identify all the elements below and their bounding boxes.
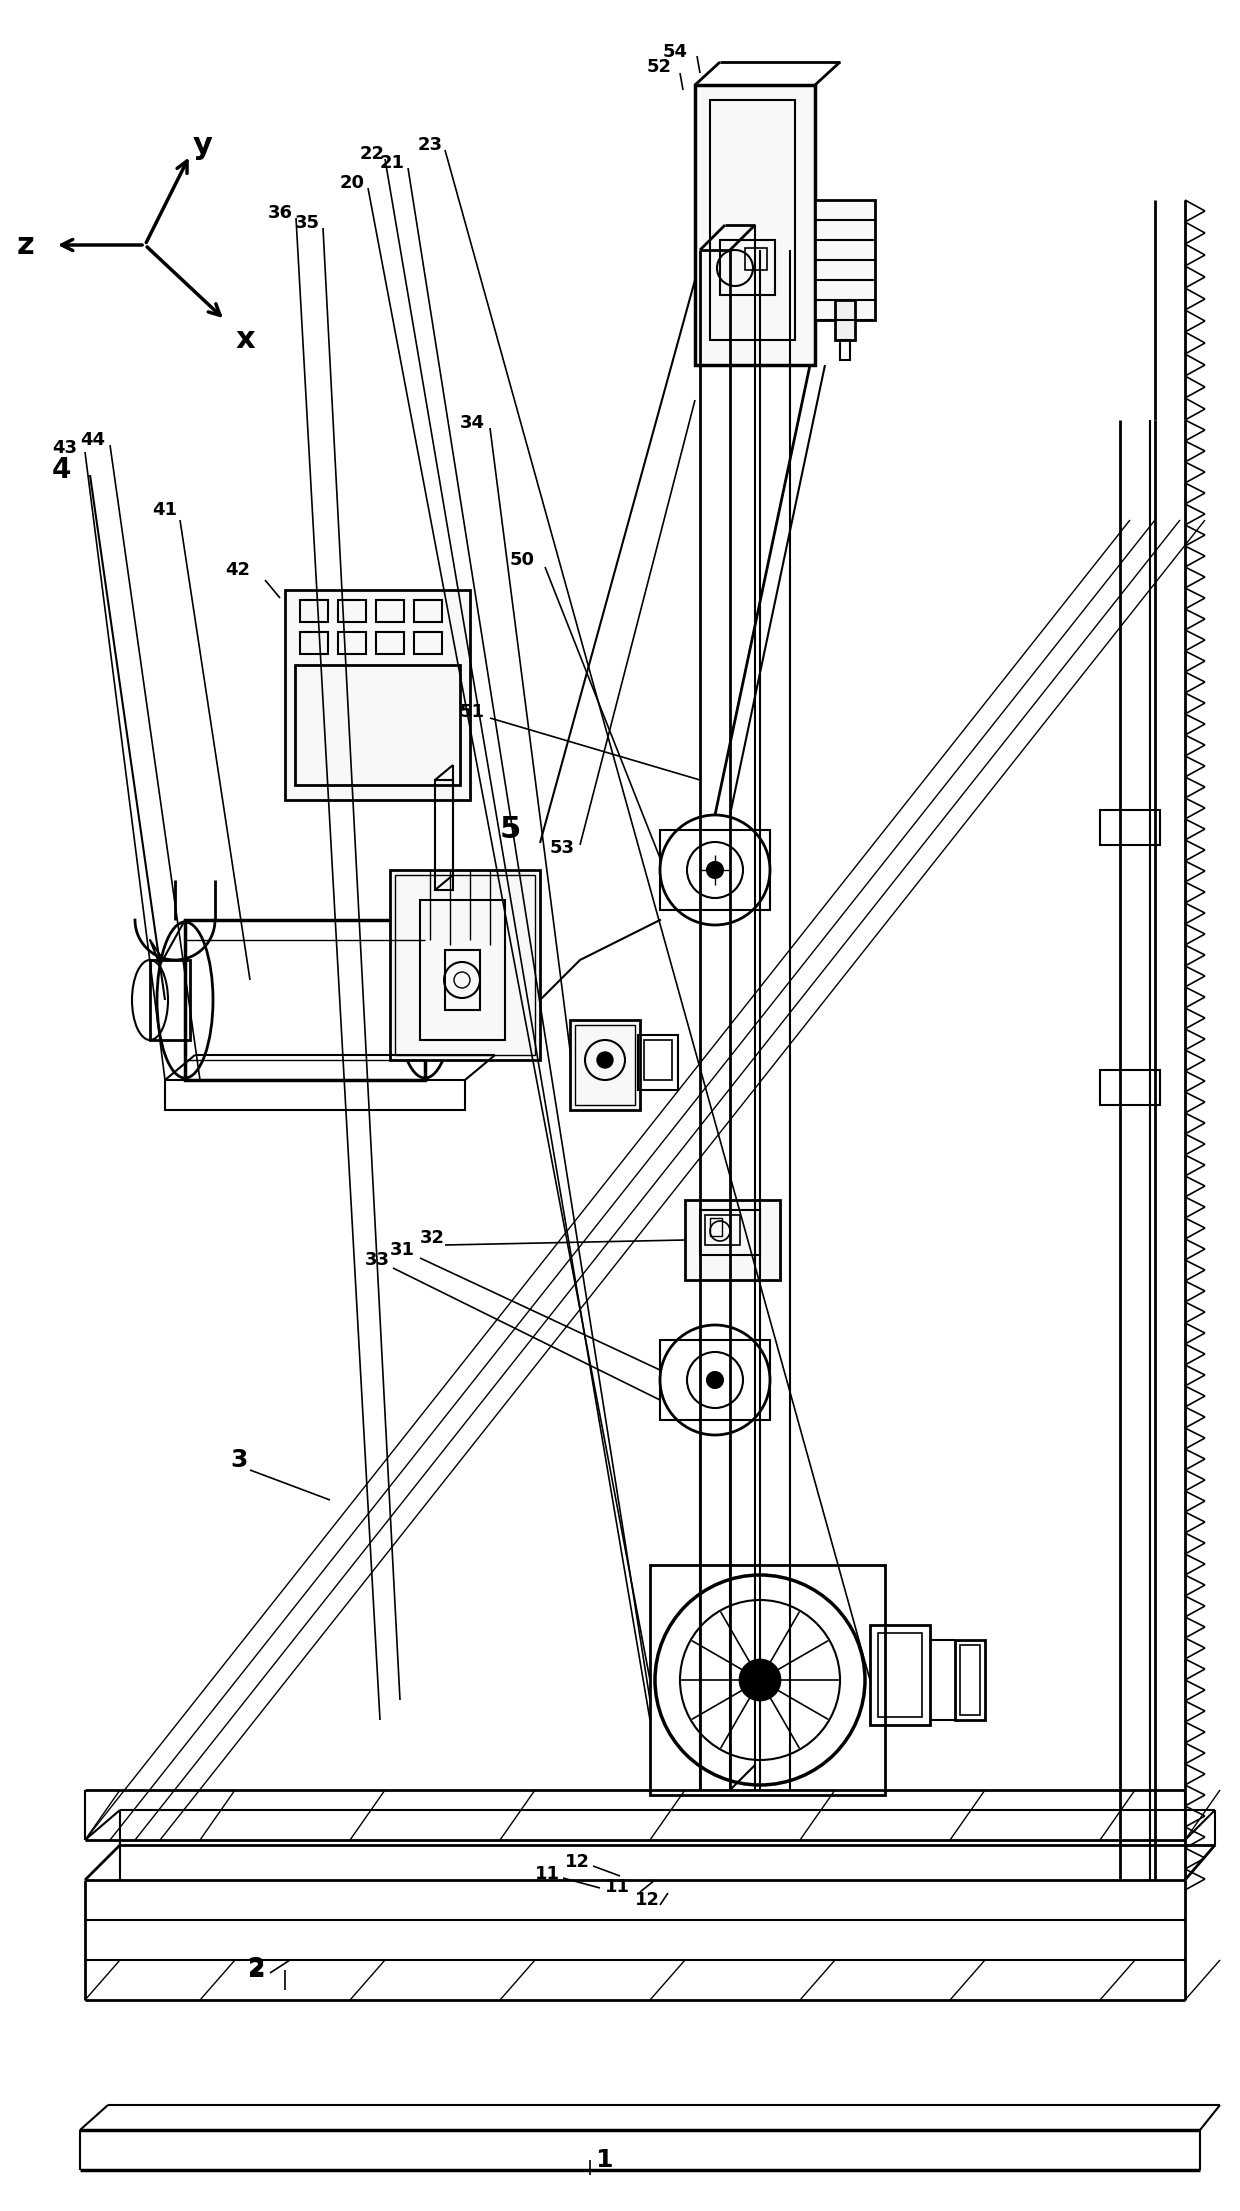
- Bar: [339, 632, 366, 654]
- Bar: [414, 632, 441, 654]
- Bar: [165, 1079, 465, 1110]
- Bar: [960, 1645, 980, 1716]
- Text: 32: 32: [420, 1229, 445, 1247]
- Circle shape: [596, 1052, 613, 1068]
- Bar: [185, 920, 425, 1079]
- Bar: [745, 248, 768, 270]
- Bar: [285, 590, 470, 800]
- Bar: [706, 1216, 740, 1245]
- Bar: [295, 666, 460, 785]
- Circle shape: [707, 862, 723, 878]
- Text: 35: 35: [295, 214, 320, 232]
- Bar: [376, 599, 404, 621]
- Bar: [955, 1641, 985, 1720]
- Text: 33: 33: [365, 1251, 391, 1269]
- Text: 50: 50: [510, 551, 534, 568]
- Bar: [1100, 809, 1159, 845]
- Bar: [1100, 1070, 1159, 1106]
- Text: 41: 41: [153, 502, 177, 520]
- Bar: [660, 1340, 770, 1419]
- Bar: [694, 84, 815, 365]
- Text: 44: 44: [81, 431, 105, 449]
- Text: 52: 52: [647, 57, 672, 75]
- Bar: [420, 960, 480, 1039]
- Bar: [435, 780, 453, 891]
- Text: 34: 34: [460, 413, 485, 431]
- Bar: [150, 960, 190, 1039]
- Bar: [660, 829, 770, 911]
- Bar: [711, 99, 795, 340]
- Bar: [570, 1019, 640, 1110]
- Text: 53: 53: [551, 838, 575, 858]
- Bar: [839, 340, 849, 360]
- Bar: [339, 599, 366, 621]
- Text: 43: 43: [52, 440, 77, 458]
- Bar: [445, 951, 480, 1010]
- Bar: [644, 1039, 672, 1079]
- Bar: [420, 900, 505, 1039]
- Circle shape: [707, 1373, 723, 1389]
- Text: z: z: [16, 230, 33, 259]
- Bar: [650, 1565, 885, 1795]
- Text: 2: 2: [248, 1957, 265, 1981]
- Text: x: x: [236, 325, 254, 354]
- Bar: [575, 1026, 635, 1106]
- Text: 2: 2: [248, 1959, 265, 1981]
- Bar: [414, 599, 441, 621]
- Text: 11: 11: [605, 1877, 630, 1897]
- Circle shape: [740, 1660, 780, 1700]
- Text: 42: 42: [224, 562, 250, 579]
- Bar: [835, 301, 856, 340]
- Text: 51: 51: [460, 703, 485, 721]
- Bar: [639, 1035, 678, 1090]
- Bar: [878, 1634, 923, 1718]
- Text: 11: 11: [534, 1866, 560, 1884]
- Text: 36: 36: [268, 203, 293, 221]
- Bar: [720, 241, 775, 294]
- Bar: [300, 632, 329, 654]
- Text: y: y: [193, 130, 213, 159]
- Bar: [376, 632, 404, 654]
- Bar: [396, 876, 534, 1055]
- Bar: [391, 869, 539, 1059]
- Text: 3: 3: [229, 1448, 247, 1473]
- Text: 5: 5: [500, 816, 521, 845]
- Text: 23: 23: [418, 137, 443, 155]
- Text: 12: 12: [565, 1853, 590, 1871]
- Bar: [711, 1218, 722, 1236]
- Bar: [815, 199, 875, 321]
- Text: 1: 1: [595, 2149, 613, 2171]
- Text: 22: 22: [360, 146, 384, 164]
- Text: 54: 54: [663, 42, 688, 62]
- Text: 20: 20: [340, 175, 365, 192]
- Bar: [684, 1201, 780, 1280]
- Bar: [870, 1625, 930, 1725]
- Bar: [701, 1209, 760, 1256]
- Text: 4: 4: [52, 455, 72, 484]
- Bar: [300, 599, 329, 621]
- Text: 31: 31: [391, 1240, 415, 1258]
- Text: 12: 12: [635, 1890, 660, 1908]
- Text: 21: 21: [379, 155, 405, 172]
